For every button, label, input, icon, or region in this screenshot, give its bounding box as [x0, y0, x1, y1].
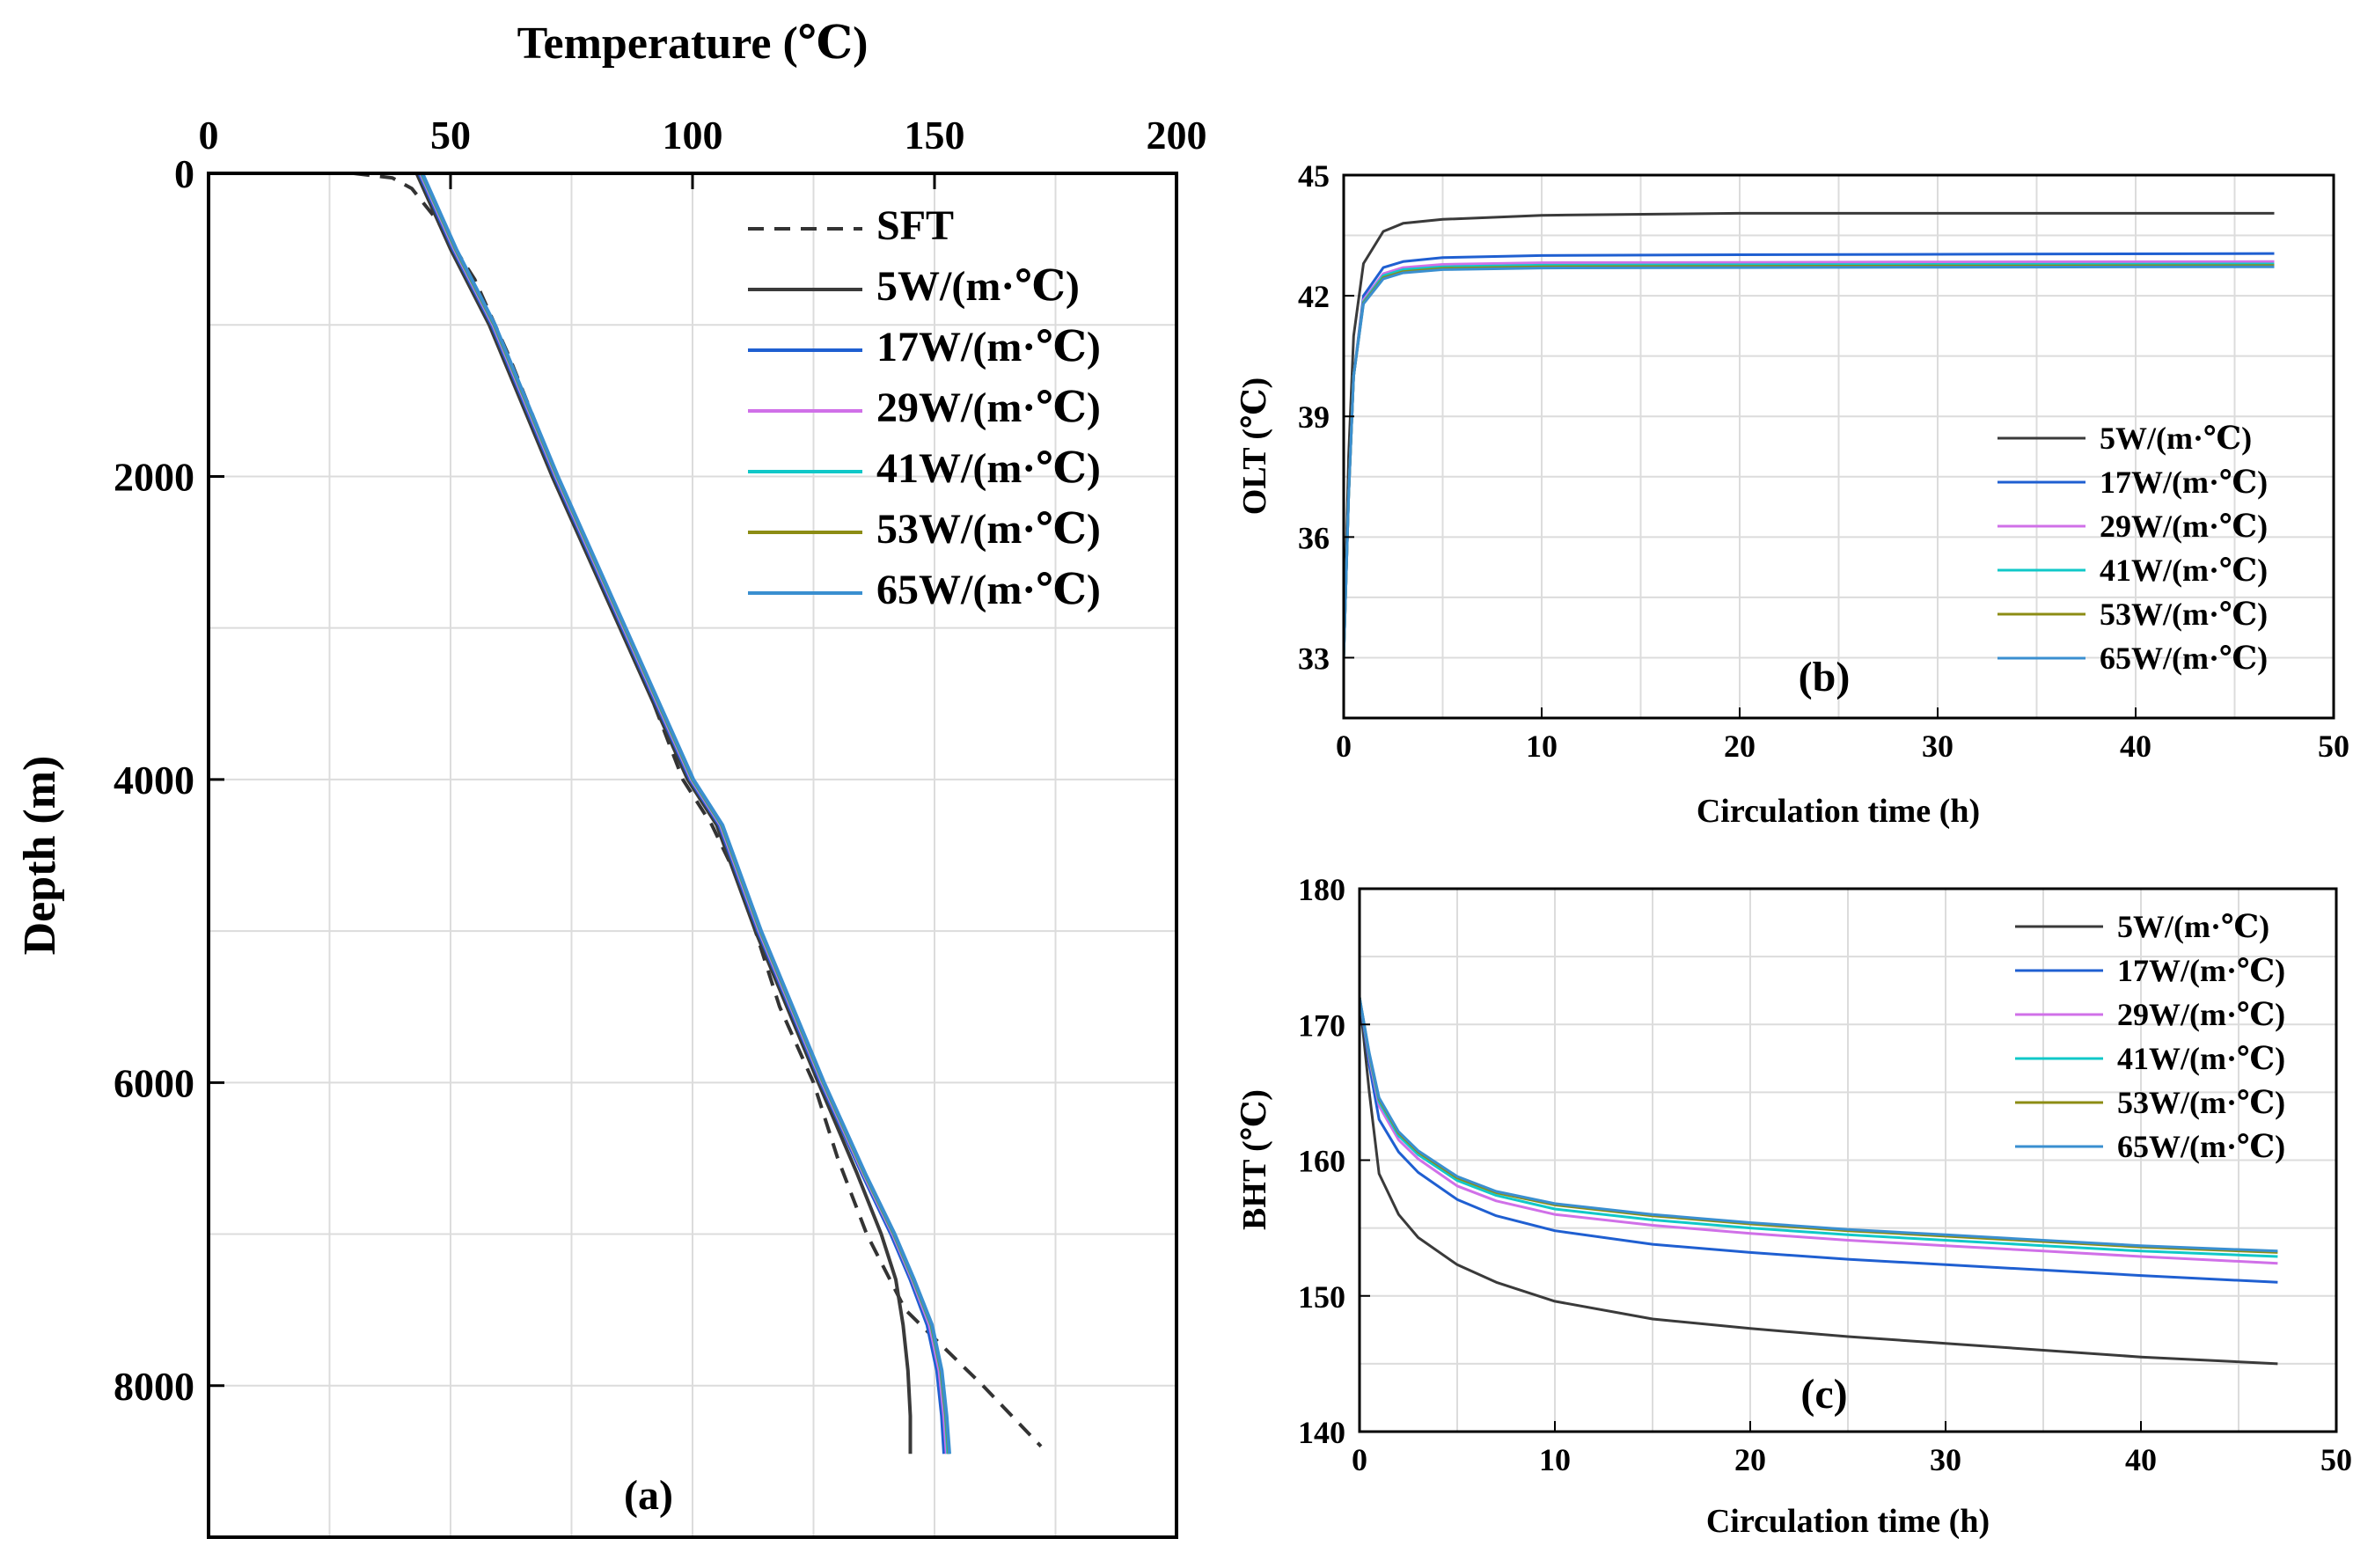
x-tick-label: 0: [1336, 729, 1352, 764]
legend-label-k53: 53W/(m·℃): [2117, 1085, 2285, 1120]
y-tick-label: 2000: [114, 454, 194, 499]
panel-c-ticks: 0 10 20 30 40 50 140 150 160 170 180: [1298, 872, 2352, 1477]
panel-c: 0 10 20 30 40 50 140 150 160 170 180 Circulation t…: [1236, 872, 2352, 1540]
y-tick-label: 45: [1298, 158, 1330, 194]
series-line-k41: [420, 172, 950, 1454]
x-tick-label: 0: [199, 113, 219, 158]
legend-label-k29: 29W/(m·℃): [876, 385, 1101, 431]
x-tick-label: 20: [1734, 1442, 1766, 1477]
panel-a-ylabel: Depth (m): [15, 756, 65, 956]
y-tick-label: 8000: [114, 1364, 194, 1409]
y-tick-label: 6000: [114, 1060, 194, 1105]
y-tick-label: 160: [1298, 1144, 1345, 1179]
x-tick-label: 30: [1922, 729, 1954, 764]
x-tick-label: 10: [1526, 729, 1558, 764]
series-line-SFT: [353, 172, 1043, 1448]
panel-b-legend: 5W/(m·℃) 17W/(m·℃) 29W/(m·℃) 41W/(m·℃) 53W/(…: [1997, 421, 2268, 676]
panel-c-ylabel: BHT (℃): [1236, 1089, 1273, 1230]
y-tick-label: 42: [1298, 279, 1330, 314]
legend-label-k53: 53W/(m·℃): [2100, 597, 2268, 632]
y-tick-label: 0: [174, 151, 194, 196]
x-tick-label: 150: [905, 113, 965, 158]
legend-label-k17: 17W/(m·℃): [876, 324, 1101, 370]
series-line-k17: [417, 172, 946, 1454]
panel-c-legend: 5W/(m·℃) 17W/(m·℃) 29W/(m·℃) 41W/(m·℃) 53W/(…: [2015, 909, 2285, 1164]
x-tick-label: 10: [1539, 1442, 1571, 1477]
series-line-k29: [1358, 997, 2278, 1265]
y-tick-label: 39: [1298, 399, 1330, 435]
x-tick-label: 0: [1352, 1442, 1367, 1477]
panel-a-series: [353, 172, 1043, 1454]
panel-c-series: [1358, 997, 2278, 1366]
legend-label-SFT: SFT: [876, 202, 954, 249]
x-tick-label: 40: [2120, 729, 2151, 764]
panel-c-grid: [1360, 889, 2336, 1432]
panel-b-frame: [1342, 173, 2335, 720]
legend-label-k5: 5W/(m·℃): [2117, 909, 2269, 944]
panel-b-xlabel: Circulation time (h): [1697, 793, 1980, 830]
panel-c-xlabel: Circulation time (h): [1706, 1503, 1990, 1540]
legend-label-k65: 65W/(m·℃): [2100, 641, 2268, 676]
panel-a-grid: [209, 173, 1177, 1537]
panel-b-ylabel: OLT (℃): [1236, 377, 1273, 515]
y-tick-label: 36: [1298, 520, 1330, 555]
legend-label-k41: 41W/(m·℃): [876, 445, 1101, 492]
legend-label-k17: 17W/(m·℃): [2117, 953, 2285, 988]
x-tick-label: 20: [1724, 729, 1756, 764]
panel-a-xlabel: Temperature (℃): [517, 18, 869, 69]
panel-b: 0 10 20 30 40 50 33 36 39 42 45 Circulation time (…: [1236, 158, 2349, 830]
y-tick-label: 180: [1298, 872, 1345, 907]
panel-c-label: (c): [1800, 1371, 1847, 1418]
panel-a-legend: SFT 5W/(m·℃) 17W/(m·℃) 29W/(m·℃) 41W/(m·℃) 53…: [748, 202, 1101, 613]
series-line-k5: [1358, 997, 2278, 1366]
panel-b-label: (b): [1799, 654, 1851, 700]
y-tick-label: 140: [1298, 1415, 1345, 1450]
series-line-k5: [1342, 211, 2275, 658]
x-tick-label: 30: [1930, 1442, 1961, 1477]
panel-a-label: (a): [624, 1472, 673, 1519]
series-line-k53: [420, 172, 951, 1454]
series-line-k65: [1358, 997, 2278, 1253]
series-line-k5: [414, 172, 913, 1454]
series-line-k17: [1358, 997, 2278, 1284]
x-tick-label: 50: [2320, 1442, 2352, 1477]
y-tick-label: 33: [1298, 641, 1330, 676]
legend-label-k65: 65W/(m·℃): [2117, 1129, 2285, 1164]
y-tick-label: 170: [1298, 1007, 1345, 1043]
series-line-k65: [421, 172, 951, 1454]
panel-b-ticks: 0 10 20 30 40 50 33 36 39 42 45: [1298, 158, 2349, 764]
y-tick-label: 150: [1298, 1279, 1345, 1315]
series-line-k53: [1358, 997, 2278, 1254]
x-tick-label: 100: [663, 113, 723, 158]
legend-label-k17: 17W/(m·℃): [2100, 465, 2268, 500]
legend-label-k41: 41W/(m·℃): [2117, 1041, 2285, 1076]
legend-label-k29: 29W/(m·℃): [2117, 997, 2285, 1032]
legend-label-k29: 29W/(m·℃): [2100, 509, 2268, 544]
legend-label-k41: 41W/(m·℃): [2100, 553, 2268, 588]
legend-label-k65: 65W/(m·℃): [876, 567, 1101, 613]
legend-label-k5: 5W/(m·℃): [2100, 421, 2252, 456]
legend-label-k53: 53W/(m·℃): [876, 506, 1101, 553]
series-line-k41: [1358, 997, 2278, 1258]
legend-label-k5: 5W/(m·℃): [876, 263, 1080, 310]
x-tick-label: 200: [1147, 113, 1207, 158]
x-tick-label: 40: [2125, 1442, 2157, 1477]
x-tick-label: 50: [430, 113, 471, 158]
x-tick-label: 50: [2318, 729, 2349, 764]
y-tick-label: 4000: [114, 758, 194, 802]
series-line-k29: [419, 172, 949, 1454]
